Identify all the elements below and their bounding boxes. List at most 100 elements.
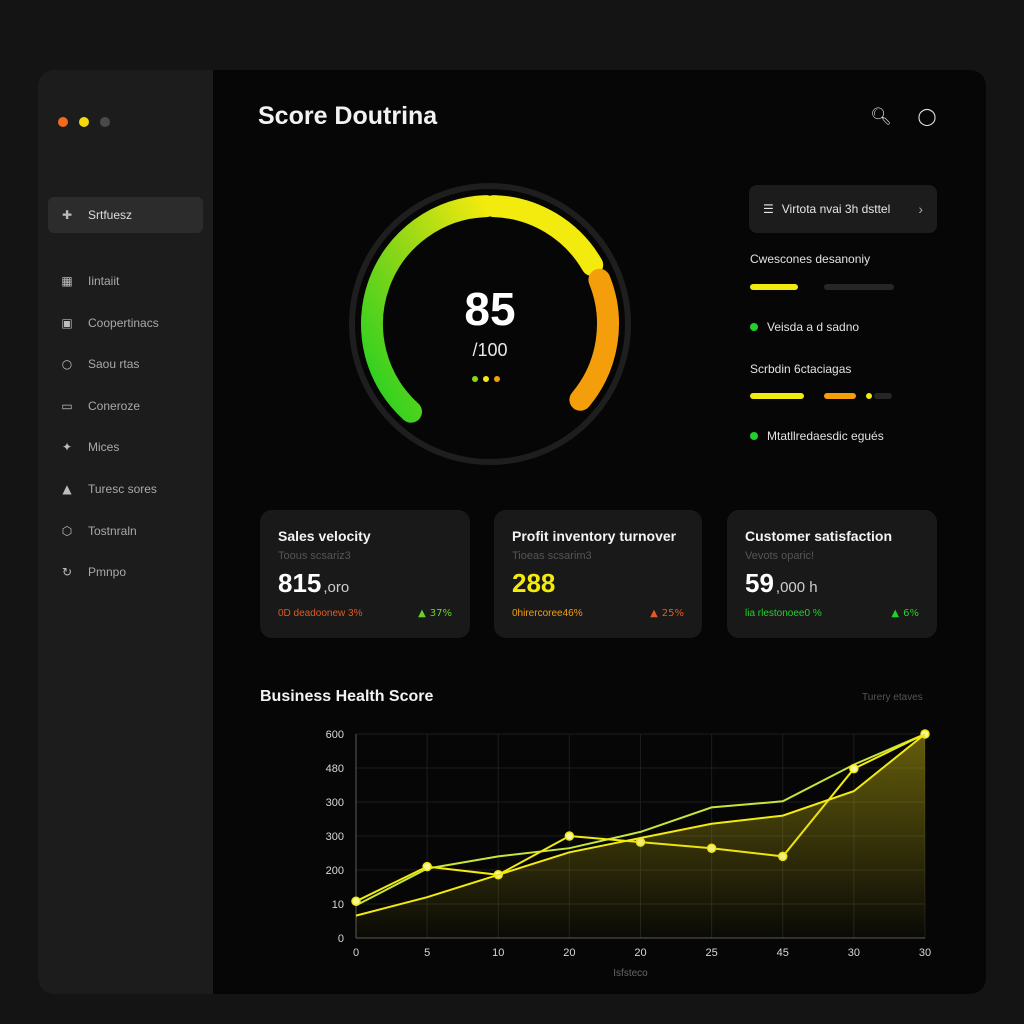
card-subtitle: Toous scsariz3 — [278, 550, 351, 562]
card-title: Sales velocity — [278, 528, 371, 544]
kpi-card-0[interactable]: Sales velocity Toous scsariz3 815 ,oro 0D de… — [260, 510, 470, 638]
card-delta: ▲ 25% — [650, 608, 684, 619]
sidebar-item-label: Saou rtas — [88, 357, 140, 371]
score-gauge — [349, 183, 631, 465]
sidebar-item-label: Coneroze — [88, 399, 141, 413]
shield-icon: ▲ — [62, 482, 72, 496]
chevron-right-icon: › — [918, 201, 923, 217]
sidebar-item-label: Coopertinacs — [88, 316, 159, 330]
metric-label-1: Cwescones desanoniy — [750, 252, 871, 266]
series-line-2 — [355, 733, 926, 917]
gauge-arc-orange — [569, 268, 619, 411]
status-row-1: Veisda a d sadno — [750, 320, 859, 334]
status-row-2: Mtatllredaesdic egués — [750, 429, 884, 443]
x-axis-label: Isfsteco — [613, 968, 648, 979]
chart-legend[interactable]: Turery etaves — [862, 692, 923, 703]
card-delta-value: 37% — [429, 608, 452, 619]
card-footer: 0D deadoonew 3% — [278, 608, 363, 619]
card-subtitle: Tioeas scsarim3 — [512, 550, 592, 562]
card-value-row: 59,000 h — [745, 568, 818, 599]
y-tick-label: 0 — [338, 933, 344, 945]
card-footer: lia rlestonoee0 % — [745, 608, 822, 619]
mouse-icon[interactable]: ◯ — [917, 107, 937, 127]
data-point — [351, 896, 361, 907]
x-tick-label: 5 — [424, 947, 430, 959]
metric-2-bar-b — [824, 393, 856, 399]
box-icon: ⬡ — [61, 524, 73, 538]
kpi-card-2[interactable]: Customer satisfaction Vevots oparic! 59,00… — [727, 510, 937, 638]
refresh-icon: ↻ — [61, 565, 73, 579]
sidebar-item-label: Pmnpo — [88, 565, 127, 579]
series-area-2 — [356, 734, 925, 938]
status-text-1: Veisda a d sadno — [767, 320, 860, 334]
grid-icon: ▦ — [61, 274, 73, 288]
score-max: /100 — [472, 340, 508, 360]
x-tick-label: 20 — [563, 947, 575, 959]
sidebar-item-label: Iintaiit — [88, 274, 120, 288]
users-icon: ✦ — [61, 440, 73, 454]
x-tick-label: 30 — [848, 947, 860, 959]
trend-up-icon: ▲ — [891, 608, 900, 619]
metric-1-bar-a — [750, 284, 798, 290]
x-tick-label: 25 — [706, 947, 718, 959]
card-title: Customer satisfaction — [745, 528, 893, 544]
data-point — [422, 861, 432, 872]
card-value: 815 — [278, 568, 322, 598]
minimize-dot[interactable] — [79, 117, 89, 127]
card-subtitle: Vevots oparic! — [745, 550, 815, 562]
sidebar-item-0[interactable]: ✚ Srtfuesz — [48, 197, 203, 233]
metric-2-bar-a — [750, 393, 804, 399]
sidebar-item-label: Turesc sores — [88, 482, 157, 496]
x-tick-label: 0 — [353, 947, 359, 959]
close-dot[interactable] — [58, 117, 68, 127]
card-footer: 0hirercoree46% — [512, 608, 583, 619]
app-window: ✚ Srtfuesz ▦ Iintaiit ▣ Coopertinacs ○ Saou rta… — [38, 70, 986, 994]
gauge-outer-ring — [349, 183, 631, 465]
sidebar-item-4[interactable]: ▭ Coneroze — [48, 388, 203, 424]
trend-up-icon: ▲ — [418, 608, 426, 619]
sidebar-item-1[interactable]: ▦ Iintaiit — [48, 263, 203, 299]
sidebar: ✚ Srtfuesz ▦ Iintaiit ▣ Coopertinacs ○ Saou rta… — [38, 70, 213, 994]
data-point — [564, 831, 575, 841]
view-detail-label: Virtota nvai 3h dsttel — [781, 202, 891, 216]
search-icon[interactable]: 🔍︎ — [870, 107, 892, 127]
chat-icon: ○ — [61, 357, 73, 371]
sidebar-item-2[interactable]: ▣ Coopertinacs — [48, 305, 203, 341]
briefcase-icon: ▣ — [61, 316, 73, 330]
card-value-row: 288 — [512, 568, 557, 599]
data-point — [849, 763, 859, 774]
kpi-card-1[interactable]: Profit inventory turnover Tioeas scsarim3… — [494, 510, 702, 638]
metric-2-bar-d — [874, 393, 892, 399]
y-tick-label: 300 — [326, 831, 344, 843]
list-icon: ☰ — [763, 202, 774, 216]
score-indicator-dots — [472, 376, 500, 382]
sidebar-item-3[interactable]: ○ Saou rtas — [48, 346, 203, 382]
card-delta: ▲ 37% — [418, 608, 452, 619]
sidebar-item-8[interactable]: ↻ Pmnpo — [48, 554, 203, 590]
sidebar-item-7[interactable]: ⬡ Tostnraln — [48, 513, 203, 549]
sidebar-item-5[interactable]: ✦ Mices — [48, 429, 203, 465]
metric-label-2: Scrbdin 6ctaciagas — [750, 362, 852, 376]
window-controls — [58, 117, 110, 127]
card-unit: ,oro — [323, 579, 350, 596]
x-tick-label: 20 — [634, 947, 646, 959]
status-text-2: Mtatllredaesdic egués — [767, 429, 884, 443]
card-delta-value: 6% — [903, 608, 919, 619]
y-tick-label: 300 — [326, 797, 344, 809]
trend-up-icon: ▲ — [650, 608, 658, 619]
metric-2-bar-c — [866, 393, 872, 399]
sidebar-item-6[interactable]: ▲ Turesc sores — [48, 471, 203, 507]
score-value: 85 — [464, 283, 516, 335]
maximize-dot[interactable] — [100, 117, 110, 127]
card-unit: ,000 h — [775, 579, 818, 596]
y-tick-label: 10 — [332, 899, 344, 911]
card-delta-value: 25% — [661, 608, 684, 619]
status-dot — [750, 432, 758, 440]
business-health-chart: 0 10 200 300 300 480 600 0 5 10 20 20 25 45 30 30 Isfste… — [326, 729, 931, 979]
y-tick-label: 200 — [326, 865, 344, 877]
card-value: 288 — [512, 568, 556, 598]
x-tick-label: 30 — [919, 947, 931, 959]
sidebar-item-label: Tostnraln — [88, 524, 137, 538]
view-detail-button[interactable]: ☰ Virtota nvai 3h dsttel › — [749, 185, 937, 233]
gauge-arc-yellow — [483, 195, 604, 276]
